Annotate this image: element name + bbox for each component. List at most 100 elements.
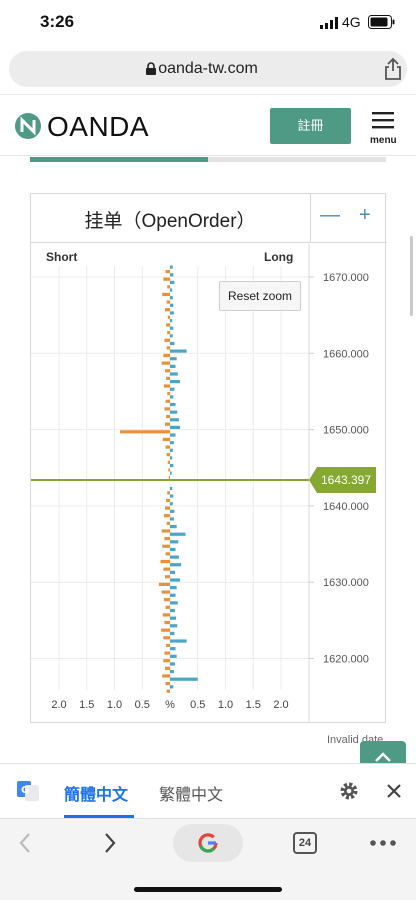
short-bar [166, 453, 170, 457]
short-bar [166, 414, 170, 419]
long-bar [170, 273, 174, 277]
short-bar [166, 498, 170, 503]
short-bar [166, 346, 170, 350]
progress-bar [30, 157, 386, 162]
status-time: 3:26 [40, 12, 75, 31]
short-bar [167, 392, 170, 396]
long-bar [170, 547, 176, 552]
short-bar [165, 552, 170, 556]
short-bar [163, 384, 170, 388]
y-tick-label: 1670.000 [323, 272, 369, 284]
header-divider [310, 194, 311, 242]
long-bar [170, 685, 174, 689]
zoom-out-button[interactable]: — [320, 204, 340, 226]
forward-icon[interactable] [103, 832, 117, 854]
short-bar [161, 628, 170, 632]
site-header: OANDA 註冊 menu [0, 94, 416, 156]
long-bar [170, 601, 178, 605]
header-divider [31, 242, 387, 243]
long-bar [170, 357, 177, 361]
long-bar [170, 288, 173, 292]
x-tick-label: 2.0 [273, 699, 288, 711]
short-bar [165, 445, 170, 449]
short-bar [162, 437, 170, 442]
close-icon[interactable] [386, 783, 402, 799]
lang-tab-traditional[interactable]: 繁體中文 [159, 787, 224, 804]
short-bar [162, 674, 170, 678]
short-bar [165, 666, 170, 670]
x-tick-label: 1.0 [218, 699, 233, 711]
long-bar [170, 280, 175, 285]
x-tick-label: 1.5 [79, 699, 94, 711]
short-bar [161, 590, 170, 594]
x-tick-label: 0.5 [190, 699, 205, 711]
x-tick-label: % [165, 699, 175, 711]
address-bar[interactable]: oanda-tw.com [9, 51, 407, 87]
short-bar [163, 598, 170, 602]
more-icon[interactable] [369, 839, 397, 847]
x-tick-label: 1.0 [107, 699, 122, 711]
hamburger-icon[interactable] [372, 111, 394, 129]
y-tick-label: 1660.000 [323, 348, 369, 360]
long-bar [170, 364, 176, 368]
long-bar [170, 669, 174, 674]
long-bar [170, 296, 173, 300]
long-bar [170, 471, 172, 475]
short-bar [165, 308, 170, 312]
short-bar [167, 460, 170, 464]
tab-count-button[interactable]: 24 [293, 832, 317, 854]
menu-label[interactable]: menu [370, 135, 397, 146]
short-bar [158, 582, 170, 586]
long-bar [170, 532, 186, 536]
long-bar [170, 410, 178, 414]
back-icon[interactable] [18, 832, 32, 854]
x-tick-label: 2.0 [51, 699, 66, 711]
short-bar [165, 399, 170, 403]
google-search-button[interactable] [173, 824, 243, 862]
long-bar [170, 555, 179, 559]
battery-icon [368, 15, 395, 29]
long-label: Long [264, 250, 294, 264]
register-button[interactable]: 註冊 [270, 108, 351, 144]
long-bar [170, 540, 179, 544]
long-bar [170, 509, 175, 513]
short-bar [164, 338, 170, 342]
gear-icon[interactable] [339, 781, 359, 801]
y-tick-label: 1630.000 [323, 577, 369, 589]
long-bar [170, 631, 175, 636]
page-scrollbar[interactable] [410, 236, 413, 316]
long-bar [170, 593, 176, 597]
oanda-logo-icon[interactable] [14, 112, 42, 140]
long-bar [170, 586, 177, 590]
short-bar [166, 300, 170, 304]
short-bar [120, 430, 170, 434]
long-bar [170, 318, 173, 323]
long-bar [170, 570, 175, 574]
long-bar [170, 395, 174, 399]
long-bar [170, 326, 174, 330]
long-bar [170, 265, 173, 269]
short-bar [168, 468, 170, 472]
google-translate-icon[interactable]: G [17, 781, 39, 801]
short-bar [166, 376, 170, 380]
long-bar [170, 433, 176, 437]
short-bar [161, 361, 170, 365]
lang-tab-simplified[interactable]: 簡體中文 [64, 787, 129, 804]
share-icon[interactable] [383, 57, 403, 81]
long-bar [170, 303, 174, 307]
zoom-in-button[interactable]: + [359, 204, 371, 226]
short-bar [167, 285, 170, 289]
short-bar [167, 491, 170, 495]
short-bar [165, 422, 170, 426]
reset-zoom-button[interactable]: Reset zoom [219, 281, 301, 311]
active-tab-indicator [64, 815, 134, 818]
short-bar [163, 567, 170, 571]
long-bar [170, 341, 175, 346]
short-label: Short [46, 250, 78, 264]
oanda-logo-text[interactable]: OANDA [47, 111, 150, 142]
short-bar [165, 575, 170, 579]
long-bar [170, 372, 178, 376]
current-price-label: 1643.397 [321, 473, 371, 487]
long-bar [170, 334, 173, 338]
